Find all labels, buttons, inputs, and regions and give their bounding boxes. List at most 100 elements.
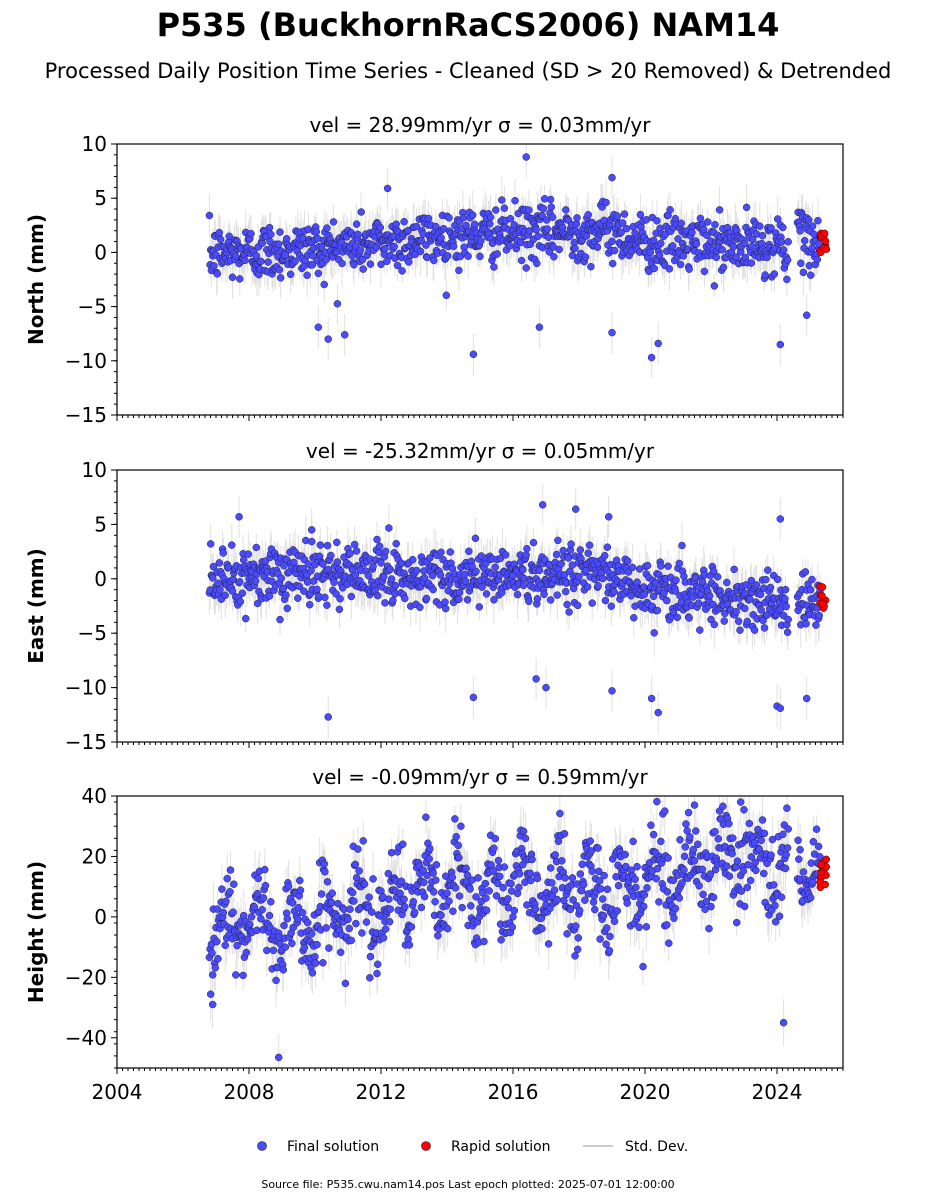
final-point [797, 259, 805, 268]
final-point [523, 544, 531, 553]
final-point [732, 253, 740, 261]
final-point [767, 224, 775, 232]
final-point [663, 596, 671, 605]
final-point [351, 571, 360, 579]
final-point [235, 513, 243, 521]
final-point [710, 620, 719, 629]
final-point [618, 219, 627, 227]
final-point [323, 601, 331, 609]
final-point [422, 594, 431, 603]
final-point [677, 219, 686, 228]
final-point [416, 603, 424, 612]
final-point [324, 713, 332, 721]
final-point [640, 590, 649, 599]
final-point [232, 252, 240, 260]
final-point [752, 581, 761, 589]
final-point [720, 617, 728, 625]
final-point [356, 246, 365, 254]
final-point [386, 565, 394, 574]
final-point [711, 220, 719, 229]
final-point [557, 560, 565, 568]
final-point [529, 538, 538, 547]
final-point [375, 542, 384, 551]
final-point [320, 280, 328, 289]
final-point [776, 704, 785, 713]
final-point [210, 262, 218, 270]
final-point [783, 275, 791, 284]
final-point [630, 614, 638, 622]
final-point [437, 234, 445, 242]
final-point [373, 535, 381, 544]
final-point [472, 567, 480, 576]
final-point [366, 260, 375, 268]
final-point [779, 246, 788, 254]
final-point [475, 603, 484, 611]
final-point [290, 558, 298, 567]
final-point [620, 210, 629, 218]
final-point [674, 235, 682, 243]
final-point [553, 591, 561, 599]
final-point [636, 210, 645, 219]
final-point [800, 236, 809, 245]
x-axis [116, 415, 844, 421]
final-point [776, 515, 785, 523]
final-point [610, 246, 619, 255]
final-point [584, 211, 592, 219]
final-point [304, 560, 313, 568]
final-point [519, 565, 527, 574]
final-point [647, 694, 656, 703]
final-point [657, 562, 665, 570]
final-point [796, 227, 804, 235]
final-point [490, 596, 498, 604]
final-point [759, 616, 767, 625]
y-tick-label: 5 [94, 512, 107, 536]
final-point [604, 513, 613, 521]
final-point [705, 592, 714, 600]
final-point [547, 203, 556, 211]
final-point [602, 198, 610, 207]
final-point [603, 543, 612, 551]
final-point [323, 224, 331, 232]
chart-title: P535 (BuckhornRaCS2006) NAM14 [157, 6, 780, 44]
final-point [543, 225, 552, 233]
final-point [215, 228, 224, 237]
rapid-solution-series [816, 582, 830, 612]
final-point [647, 353, 656, 362]
final-point [455, 595, 463, 604]
final-point [694, 599, 703, 607]
final-point [719, 263, 728, 272]
final-point [350, 540, 359, 549]
final-point [510, 221, 519, 229]
final-point [573, 214, 581, 222]
final-point [398, 267, 406, 275]
final-point [812, 621, 820, 629]
final-point [430, 256, 438, 265]
final-point [665, 265, 674, 273]
rapid-point [818, 583, 827, 591]
final-point [265, 592, 274, 600]
final-point [654, 708, 662, 717]
final-point [354, 230, 362, 239]
y-axis-label: East (mm) [24, 548, 48, 664]
final-point [559, 546, 567, 555]
panel-title: vel = -25.32mm/yr σ = 0.05mm/yr [306, 439, 655, 463]
final-point [756, 590, 765, 599]
final-point [303, 271, 311, 280]
final-point [277, 574, 286, 583]
final-point [710, 282, 719, 290]
final-point [715, 206, 724, 214]
final-point [225, 232, 233, 241]
final-point [532, 675, 540, 683]
final-point [373, 591, 382, 600]
final-point [540, 590, 548, 599]
final-point [295, 582, 303, 591]
final-point [228, 273, 237, 282]
final-point [593, 243, 602, 251]
final-point [548, 213, 557, 221]
final-point [376, 223, 385, 232]
final-point [322, 255, 330, 264]
final-point [608, 237, 616, 246]
final-point [600, 551, 609, 560]
final-point [308, 261, 317, 269]
